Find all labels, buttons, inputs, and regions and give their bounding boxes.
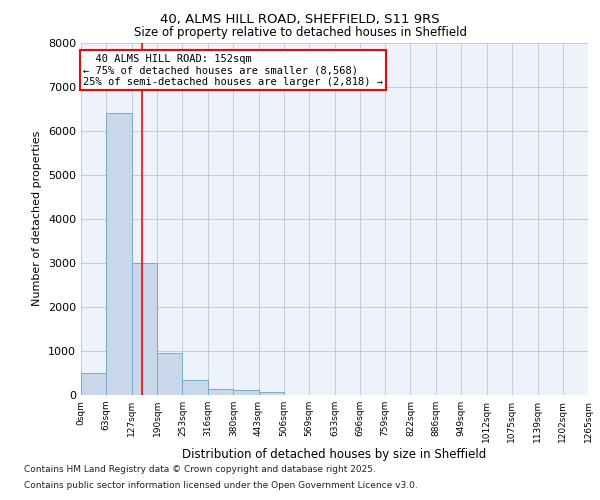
Bar bbox=[106, 113, 132, 395]
Text: Size of property relative to detached houses in Sheffield: Size of property relative to detached ho… bbox=[133, 26, 467, 39]
Bar bbox=[208, 390, 233, 395]
Bar bbox=[182, 380, 208, 395]
Y-axis label: Number of detached properties: Number of detached properties bbox=[32, 131, 43, 306]
Bar bbox=[132, 263, 157, 395]
Text: 40, ALMS HILL ROAD, SHEFFIELD, S11 9RS: 40, ALMS HILL ROAD, SHEFFIELD, S11 9RS bbox=[160, 12, 440, 26]
Bar bbox=[259, 392, 284, 395]
Text: Contains HM Land Registry data © Crown copyright and database right 2025.: Contains HM Land Registry data © Crown c… bbox=[24, 465, 376, 474]
Text: Contains public sector information licensed under the Open Government Licence v3: Contains public sector information licen… bbox=[24, 481, 418, 490]
X-axis label: Distribution of detached houses by size in Sheffield: Distribution of detached houses by size … bbox=[182, 448, 487, 460]
Bar bbox=[233, 390, 259, 395]
Bar bbox=[157, 353, 182, 395]
Bar bbox=[81, 373, 106, 395]
Text: 40 ALMS HILL ROAD: 152sqm
← 75% of detached houses are smaller (8,568)
25% of se: 40 ALMS HILL ROAD: 152sqm ← 75% of detac… bbox=[83, 54, 383, 86]
